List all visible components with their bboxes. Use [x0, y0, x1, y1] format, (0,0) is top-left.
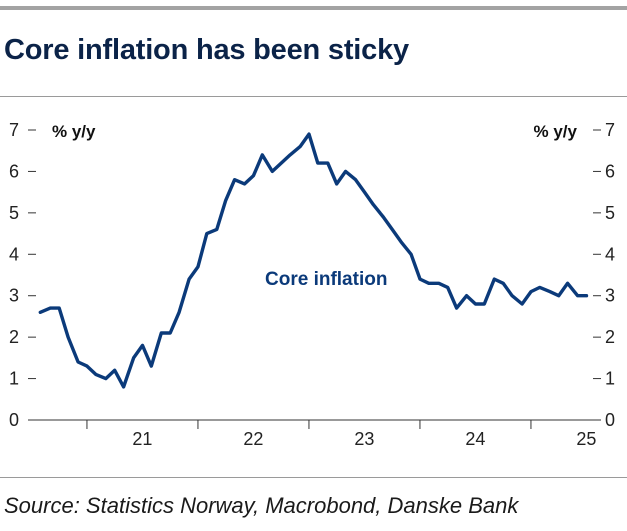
- x-tick-label: 21: [132, 429, 152, 449]
- chart-title: Core inflation has been sticky: [4, 34, 409, 66]
- y-tick-label-right: 1: [605, 369, 615, 389]
- y-tick-label-left: 4: [9, 244, 19, 264]
- left-axis-unit: % y/y: [52, 122, 96, 141]
- top-rule: [0, 6, 627, 10]
- y-tick-label-right: 7: [605, 120, 615, 140]
- y-tick-label-right: 6: [605, 161, 615, 181]
- x-tick-label: 24: [465, 429, 485, 449]
- x-tick-label: 25: [576, 429, 596, 449]
- y-tick-label-left: 5: [9, 203, 19, 223]
- line-chart: 0 01 12 23 34 45 56 67 721 22 23 24 25 % y/y % y/y C…: [9, 120, 615, 449]
- source-note: Source: Statistics Norway, Macrobond, Da…: [4, 493, 519, 518]
- y-tick-label-left: 3: [9, 286, 19, 306]
- x-tick-label: 22: [243, 429, 263, 449]
- y-tick-label-right: 4: [605, 244, 615, 264]
- series-label-core-inflation: Core inflation: [265, 269, 387, 290]
- source-divider: [0, 477, 627, 478]
- y-tick-label-left: 0: [9, 410, 19, 430]
- y-tick-label-right: 3: [605, 286, 615, 306]
- y-tick-label-left: 1: [9, 369, 19, 389]
- x-tick-label: 23: [354, 429, 374, 449]
- y-tick-label-right: 2: [605, 327, 615, 347]
- y-tick-label-left: 7: [9, 120, 19, 140]
- series-line-core-inflation: [38, 132, 589, 389]
- y-tick-label-right: 5: [605, 203, 615, 223]
- y-tick-label-left: 2: [9, 327, 19, 347]
- title-divider: [0, 96, 627, 97]
- y-tick-label-right: 0: [605, 410, 615, 430]
- right-axis-unit: % y/y: [534, 122, 578, 141]
- y-tick-label-left: 6: [9, 161, 19, 181]
